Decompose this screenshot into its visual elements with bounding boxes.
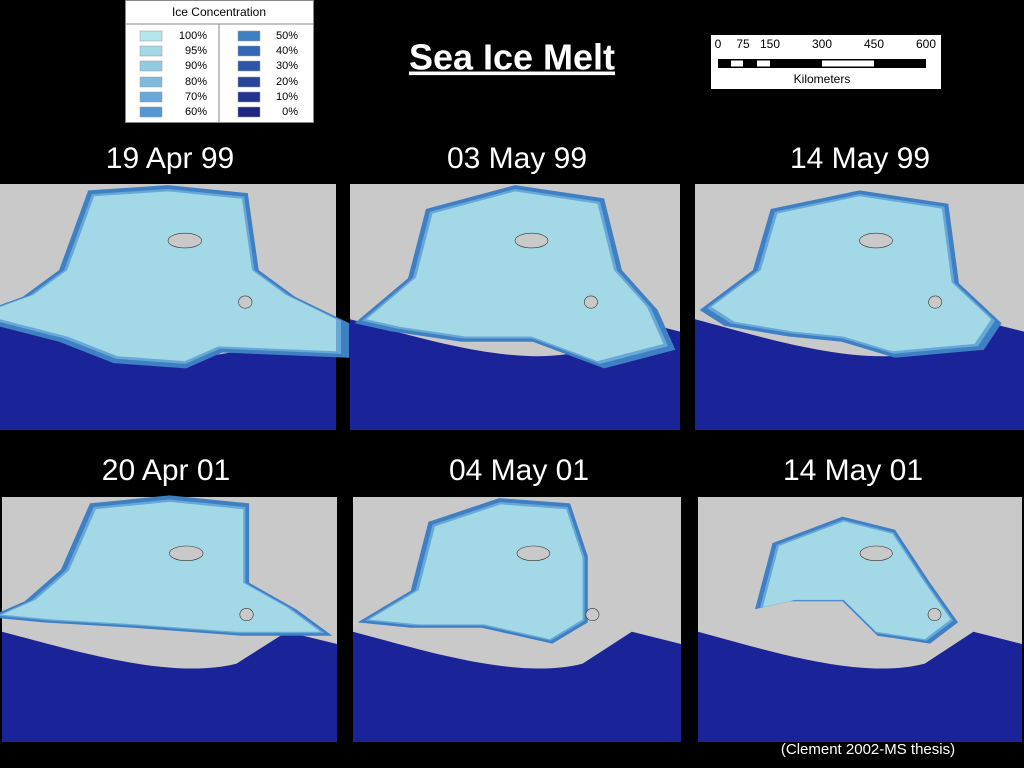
- scale-bar-segment: [822, 60, 874, 67]
- map-panel: [695, 184, 1024, 430]
- panel-date: 03 May 99: [447, 142, 587, 175]
- panel-date: 04 May 01: [449, 454, 589, 487]
- legend-label: 90%: [185, 60, 207, 72]
- legend-swatch: [237, 60, 261, 72]
- legend-swatch: [237, 106, 261, 118]
- scale-tick-label: 0: [715, 37, 722, 51]
- legend-swatch: [139, 76, 163, 88]
- map-panel: [0, 495, 337, 742]
- scale-bar-segment: [731, 60, 743, 67]
- ice-pack: [366, 191, 664, 362]
- panel-date: 19 Apr 99: [106, 142, 234, 175]
- scale-unit: Kilometers: [794, 72, 851, 86]
- panel-date: 20 Apr 01: [102, 454, 230, 487]
- ice-pack: [2, 501, 321, 632]
- island: [238, 295, 253, 309]
- island: [169, 545, 204, 561]
- legend-title: Ice Concentration: [172, 5, 266, 19]
- island: [514, 232, 549, 249]
- panel-date: 14 May 99: [790, 142, 930, 175]
- legend-swatch: [237, 91, 261, 103]
- slide-title: Sea Ice Melt: [409, 37, 615, 78]
- scale-tick-label: 300: [812, 37, 832, 51]
- map-panel: [350, 184, 680, 430]
- legend-label: 10%: [276, 91, 298, 103]
- island: [516, 545, 551, 561]
- legend-label: 80%: [185, 76, 207, 88]
- scale-tick-label: 450: [864, 37, 884, 51]
- legend-label: 60%: [185, 106, 207, 118]
- ice-pack: [762, 521, 951, 640]
- legend-swatch: [237, 45, 261, 57]
- island: [585, 608, 600, 622]
- island: [583, 295, 598, 309]
- legend-label: 0%: [282, 106, 298, 118]
- scale-bar-segment: [757, 60, 770, 67]
- ice-pack: [0, 191, 336, 362]
- island: [927, 608, 942, 622]
- legend-label: 95%: [185, 45, 207, 57]
- ocean: [698, 631, 1022, 742]
- ice-pack: [711, 196, 992, 352]
- legend-swatch: [139, 45, 163, 57]
- legend-label: 30%: [276, 60, 298, 72]
- legend-swatch: [139, 60, 163, 72]
- legend-label: 100%: [179, 30, 207, 42]
- legend-swatch: [139, 91, 163, 103]
- legend-swatch: [139, 106, 163, 118]
- ocean: [2, 631, 337, 742]
- map-panel: [353, 497, 681, 742]
- island: [239, 608, 254, 622]
- island: [859, 232, 893, 249]
- panel-date: 14 May 01: [783, 454, 923, 487]
- scale-tick-label: 600: [916, 37, 936, 51]
- legend-swatch: [237, 30, 261, 42]
- ice-pack: [369, 504, 583, 640]
- legend-label: 40%: [276, 45, 298, 57]
- island: [859, 545, 893, 561]
- map-panel: [0, 184, 350, 430]
- legend-label: 70%: [185, 91, 207, 103]
- scale-tick-label: 150: [760, 37, 780, 51]
- scale-tick-label: 75: [736, 37, 750, 51]
- island: [928, 295, 943, 309]
- legend-swatch: [237, 76, 261, 88]
- credit: (Clement 2002-MS thesis): [781, 741, 955, 758]
- ocean: [353, 631, 681, 742]
- legend-label: 50%: [276, 30, 298, 42]
- map-panel: [698, 497, 1022, 742]
- island: [167, 232, 202, 249]
- legend-swatch: [139, 30, 163, 42]
- legend-label: 20%: [276, 76, 298, 88]
